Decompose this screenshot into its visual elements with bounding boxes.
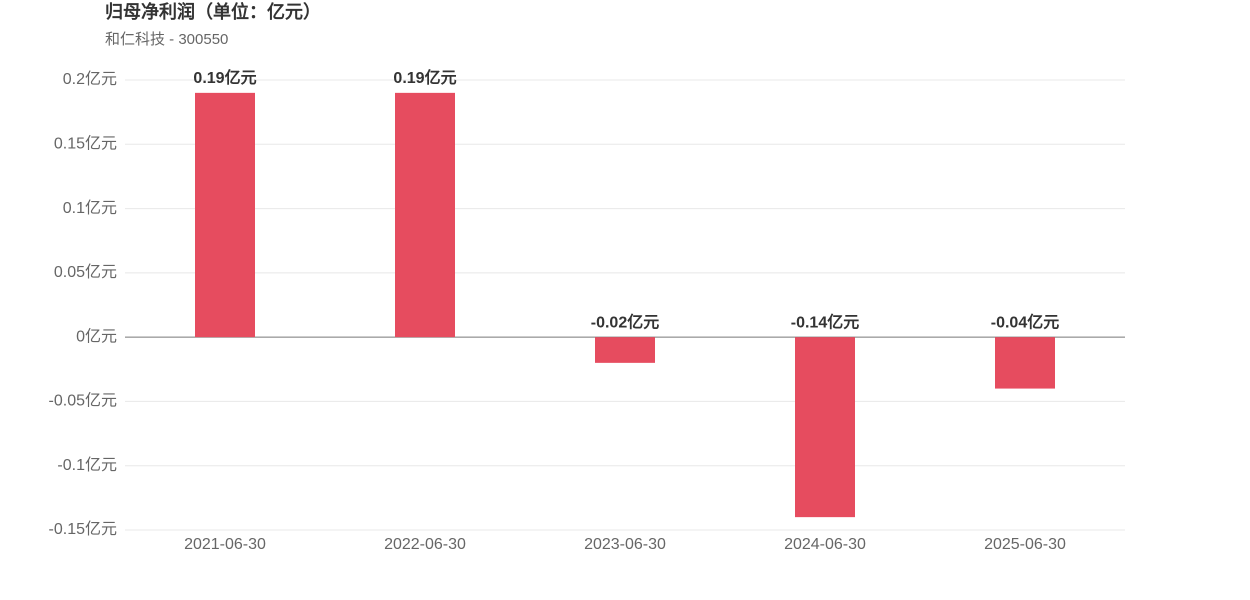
x-tick-label: 2024-06-30 (784, 536, 866, 553)
x-tick-label: 2022-06-30 (384, 536, 466, 553)
value-label: -0.04亿元 (991, 312, 1059, 331)
value-label: 0.19亿元 (193, 68, 256, 87)
value-label: -0.14亿元 (791, 312, 859, 331)
value-label: 0.19亿元 (393, 68, 456, 87)
bar (995, 337, 1055, 389)
x-tick-label: 2023-06-30 (584, 536, 666, 553)
chart-subtitle: 和仁科技 - 300550 (105, 31, 228, 48)
y-tick-label: -0.1亿元 (57, 456, 117, 474)
x-tick-label: 2021-06-30 (184, 536, 266, 553)
y-tick-label: 0.15亿元 (54, 135, 117, 153)
y-tick-label: 0.05亿元 (54, 263, 117, 281)
y-tick-label: 0.2亿元 (63, 70, 117, 88)
bar (795, 337, 855, 518)
value-label: -0.02亿元 (591, 312, 659, 331)
y-tick-label: -0.15亿元 (49, 520, 117, 538)
y-tick-label: 0亿元 (76, 327, 117, 345)
bar (195, 92, 255, 338)
chart-title: 归母净利润（单位：亿元） (105, 1, 321, 22)
y-tick-label: -0.05亿元 (49, 392, 117, 410)
bar (395, 92, 455, 338)
bar (595, 337, 655, 363)
y-tick-label: 0.1亿元 (63, 199, 117, 217)
x-tick-label: 2025-06-30 (984, 536, 1066, 553)
